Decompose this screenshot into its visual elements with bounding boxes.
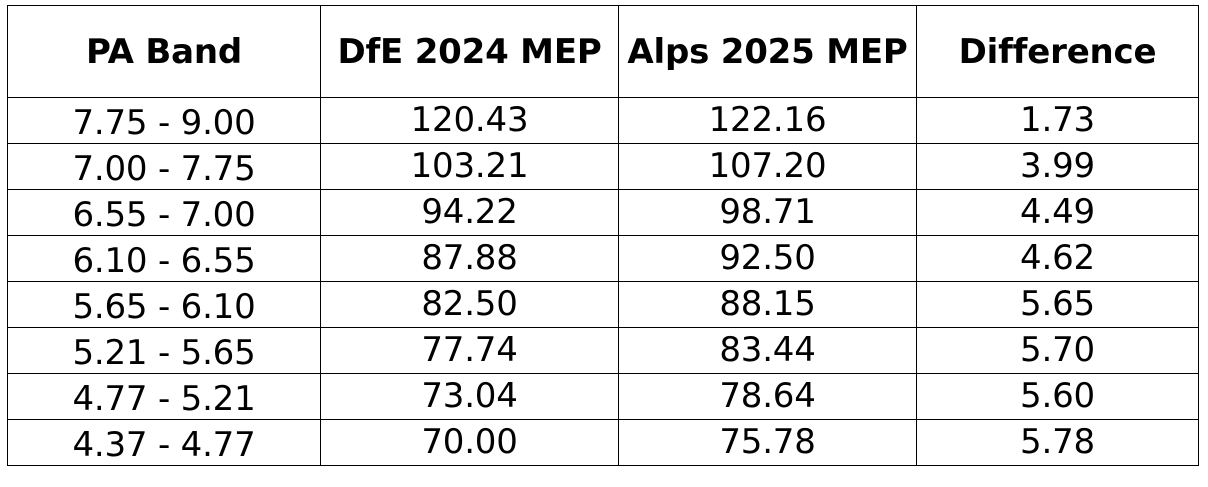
difference-cell: 5.60 (916, 373, 1199, 420)
pa-band-cell: 6.55 - 7.00 (7, 189, 321, 236)
table-row: 6.55 - 7.00 94.22 98.71 4.49 (7, 189, 1199, 236)
mep-comparison-table: PA Band DfE 2024 MEP Alps 2025 MEP Diffe… (7, 5, 1199, 466)
alps-2025-mep-cell: 78.64 (618, 373, 917, 420)
table-row: 6.10 - 6.55 87.88 92.50 4.62 (7, 235, 1199, 282)
difference-cell: 5.78 (916, 419, 1199, 466)
header-dfe-2024-mep: DfE 2024 MEP (320, 5, 619, 98)
header-pa-band: PA Band (7, 5, 321, 98)
table-row: 4.77 - 5.21 73.04 78.64 5.60 (7, 373, 1199, 420)
pa-band-cell: 7.00 - 7.75 (7, 143, 321, 190)
table-row: 7.75 - 9.00 120.43 122.16 1.73 (7, 97, 1199, 144)
dfe-2024-mep-cell: 77.74 (320, 327, 619, 374)
dfe-2024-mep-cell: 82.50 (320, 281, 619, 328)
table-row: 5.65 - 6.10 82.50 88.15 5.65 (7, 281, 1199, 328)
alps-2025-mep-cell: 122.16 (618, 97, 917, 144)
table-row: 4.37 - 4.77 70.00 75.78 5.78 (7, 419, 1199, 466)
pa-band-cell: 6.10 - 6.55 (7, 235, 321, 282)
difference-cell: 3.99 (916, 143, 1199, 190)
dfe-2024-mep-cell: 94.22 (320, 189, 619, 236)
difference-cell: 5.70 (916, 327, 1199, 374)
table-row: 5.21 - 5.65 77.74 83.44 5.70 (7, 327, 1199, 374)
pa-band-cell: 7.75 - 9.00 (7, 97, 321, 144)
dfe-2024-mep-cell: 73.04 (320, 373, 619, 420)
difference-cell: 4.62 (916, 235, 1199, 282)
alps-2025-mep-cell: 107.20 (618, 143, 917, 190)
dfe-2024-mep-cell: 103.21 (320, 143, 619, 190)
difference-cell: 5.65 (916, 281, 1199, 328)
header-alps-2025-mep: Alps 2025 MEP (618, 5, 917, 98)
alps-2025-mep-cell: 92.50 (618, 235, 917, 282)
difference-cell: 1.73 (916, 97, 1199, 144)
alps-2025-mep-cell: 75.78 (618, 419, 917, 466)
pa-band-cell: 5.21 - 5.65 (7, 327, 321, 374)
alps-2025-mep-cell: 88.15 (618, 281, 917, 328)
dfe-2024-mep-cell: 87.88 (320, 235, 619, 282)
table-row: 7.00 - 7.75 103.21 107.20 3.99 (7, 143, 1199, 190)
pa-band-cell: 4.77 - 5.21 (7, 373, 321, 420)
difference-cell: 4.49 (916, 189, 1199, 236)
dfe-2024-mep-cell: 70.00 (320, 419, 619, 466)
dfe-2024-mep-cell: 120.43 (320, 97, 619, 144)
alps-2025-mep-cell: 98.71 (618, 189, 917, 236)
alps-2025-mep-cell: 83.44 (618, 327, 917, 374)
pa-band-cell: 5.65 - 6.10 (7, 281, 321, 328)
header-difference: Difference (916, 5, 1199, 98)
header-row: PA Band DfE 2024 MEP Alps 2025 MEP Diffe… (7, 5, 1199, 98)
pa-band-cell: 4.37 - 4.77 (7, 419, 321, 466)
